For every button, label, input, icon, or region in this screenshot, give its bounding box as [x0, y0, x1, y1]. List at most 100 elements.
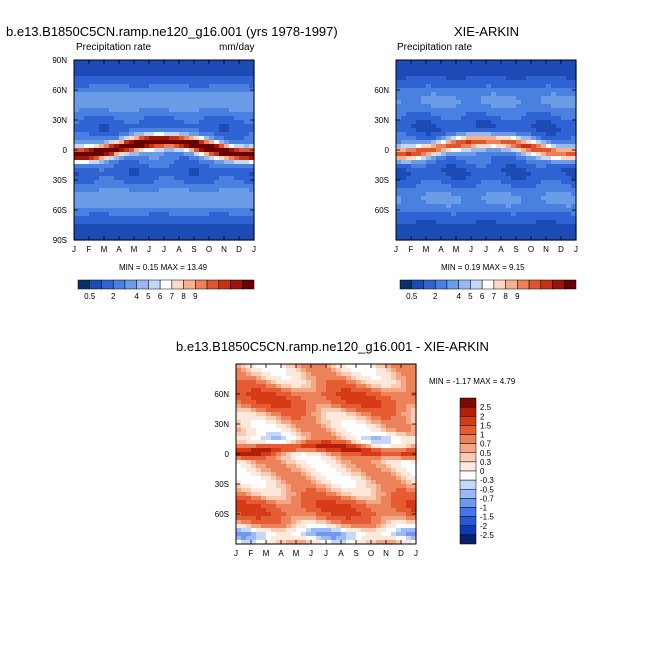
obs-cell: [401, 132, 407, 137]
obs-cell: [526, 168, 532, 173]
obs-cell: [426, 64, 432, 69]
model-cell: [104, 104, 110, 109]
obs-cell: [521, 112, 527, 117]
obs-cell: [561, 108, 567, 113]
model-cell: [209, 200, 215, 205]
model-cell: [149, 184, 155, 189]
diff-cell: [261, 536, 267, 541]
model-cell: [74, 60, 80, 65]
obs-cell: [426, 156, 432, 161]
obs-cell: [566, 232, 572, 237]
obs-panel-title: XIE-ARKIN: [454, 24, 520, 39]
model-cell: [234, 96, 240, 101]
model-cell: [94, 120, 100, 125]
obs-cell: [526, 208, 532, 213]
model-cell: [139, 116, 145, 121]
obs-cell: [506, 192, 512, 197]
obs-cell: [411, 128, 417, 133]
model-cell: [219, 140, 225, 145]
diff-cell: [251, 504, 257, 509]
diff-cell: [311, 396, 317, 401]
obs-x-tick-label: M: [453, 245, 460, 254]
obs-cell: [551, 128, 557, 133]
model-cell: [164, 184, 170, 189]
diff-cell: [306, 536, 312, 541]
diff-cell: [361, 388, 367, 393]
diff-cell: [391, 488, 397, 493]
diff-cell: [361, 408, 367, 413]
obs-cell: [471, 168, 477, 173]
obs-cell: [516, 80, 522, 85]
model-cell: [194, 132, 200, 137]
model-cell: [89, 172, 95, 177]
model-cell: [194, 212, 200, 217]
model-cell: [104, 144, 110, 149]
obs-cell: [396, 228, 402, 233]
diff-cell: [311, 508, 317, 513]
model-cell: [134, 168, 140, 173]
obs-cell: [516, 136, 522, 141]
model-cell: [194, 76, 200, 81]
obs-cell: [461, 80, 467, 85]
obs-cell: [511, 156, 517, 161]
diff-heatmap-cells: [236, 364, 417, 545]
model-cell: [154, 132, 160, 137]
model-cell: [204, 168, 210, 173]
obs-cell: [461, 168, 467, 173]
model-cell: [179, 108, 185, 113]
obs-cell: [541, 72, 547, 77]
model-cell: [209, 152, 215, 157]
diff-cell: [276, 524, 282, 529]
obs-cell: [456, 100, 462, 105]
obs-cell: [566, 140, 572, 145]
diff-cell: [366, 412, 372, 417]
diff-cell: [381, 416, 387, 421]
model-cell: [194, 160, 200, 165]
diff-cell: [306, 476, 312, 481]
model-cell: [174, 128, 180, 133]
diff-cell: [356, 460, 362, 465]
obs-cell: [496, 96, 502, 101]
diff-cell: [256, 488, 262, 493]
diff-cell: [381, 432, 387, 437]
model-cell: [189, 104, 195, 109]
obs-cell: [446, 208, 452, 213]
diff-cell: [376, 364, 382, 369]
model-cell: [239, 196, 245, 201]
obs-cell: [411, 140, 417, 145]
obs-cell: [401, 208, 407, 213]
diff-cell: [321, 492, 327, 497]
diff-cell: [266, 524, 272, 529]
diff-cell: [376, 400, 382, 405]
diff-cell: [301, 456, 307, 461]
obs-cell: [526, 116, 532, 121]
model-cell: [114, 120, 120, 125]
model-cell: [74, 156, 80, 161]
obs-cell: [416, 188, 422, 193]
diff-cell: [406, 380, 412, 385]
obs-cell: [426, 168, 432, 173]
obs-cell: [446, 96, 452, 101]
model-cell: [234, 160, 240, 165]
diff-cell: [296, 420, 302, 425]
model-cell: [164, 80, 170, 85]
model-cell: [134, 116, 140, 121]
model-cell: [119, 92, 125, 97]
model-cell: [149, 116, 155, 121]
diff-cell: [286, 512, 292, 517]
model-cell: [174, 116, 180, 121]
diff-cell: [351, 396, 357, 401]
diff-cell: [331, 456, 337, 461]
obs-cell: [486, 132, 492, 137]
diff-cell: [261, 412, 267, 417]
obs-cell: [461, 148, 467, 153]
model-cell: [219, 180, 225, 185]
diff-cell: [286, 396, 292, 401]
model-cell: [219, 192, 225, 197]
model-cell: [134, 120, 140, 125]
diff-cell: [271, 448, 277, 453]
obs-cell: [556, 228, 562, 233]
diff-cell: [346, 408, 352, 413]
model-cell: [224, 112, 230, 117]
obs-cell: [426, 192, 432, 197]
